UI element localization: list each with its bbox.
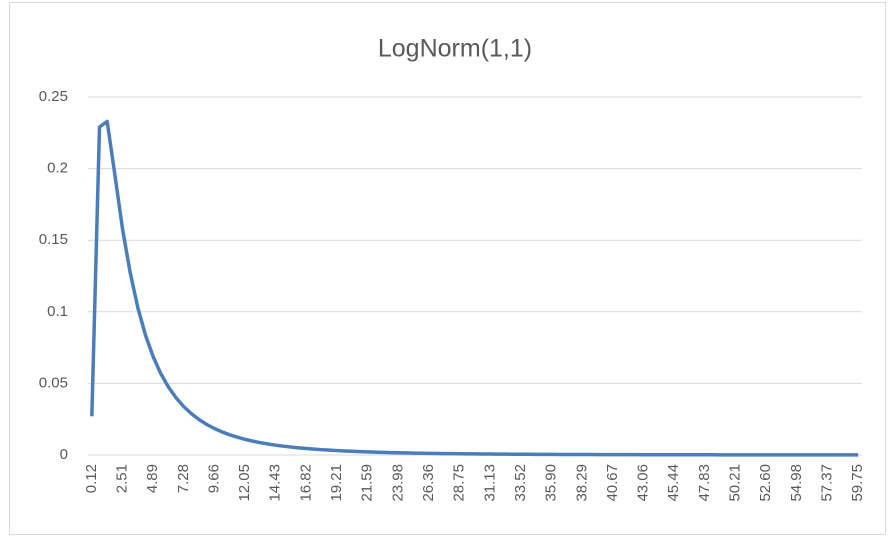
y-tick-label: 0.25 [39,88,68,105]
x-tick-label: 12.05 [236,464,253,502]
x-tick-label: 23.98 [389,464,406,502]
x-tick-label: 38.29 [573,464,590,502]
x-tick-label: 47.83 [696,464,713,502]
x-tick-label: 35.90 [543,464,560,502]
x-tick-label: 59.75 [849,464,866,502]
x-tick-label: 14.43 [267,464,284,502]
x-tick-label: 54.98 [788,464,805,502]
chart-title: LogNorm(1,1) [378,35,532,63]
x-tick-label: 16.82 [297,464,314,502]
x-tick-label: 4.89 [144,464,161,493]
y-tick-label: 0.05 [39,374,68,391]
x-tick-label: 28.75 [451,464,468,502]
y-tick-label: 0.2 [47,160,68,177]
y-tick-label: 0.1 [47,303,68,320]
x-tick-label: 33.52 [512,464,529,502]
x-tick-label: 57.37 [818,464,835,502]
y-tick-label: 0.15 [39,231,68,248]
x-tick-label: 9.66 [205,464,222,493]
x-tick-label: 21.59 [359,464,376,502]
x-tick-label: 50.21 [727,464,744,502]
x-tick-label: 26.36 [420,464,437,502]
x-tick-label: 7.28 [175,464,192,493]
x-tick-label: 2.51 [113,464,130,493]
x-tick-label: 40.67 [604,464,621,502]
x-tick-label: 52.60 [757,464,774,502]
y-tick-label: 0 [60,446,68,463]
x-tick-label: 45.44 [665,464,682,502]
series-line [90,119,859,457]
x-tick-label: 19.21 [328,464,345,502]
x-tick-label: 0.12 [83,464,100,493]
chart-frame [9,2,886,535]
x-tick-label: 43.06 [635,464,652,502]
x-tick-label: 31.13 [481,464,498,502]
